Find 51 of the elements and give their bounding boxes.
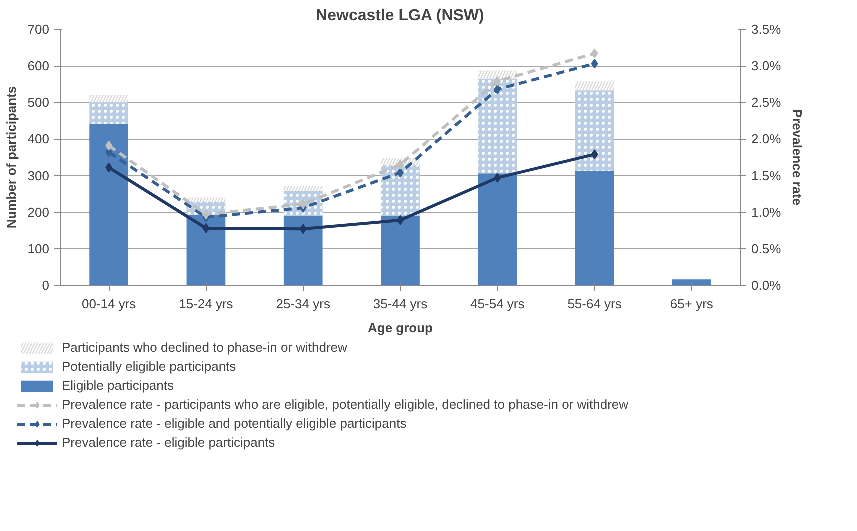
bar [186, 214, 226, 286]
y-tick-label: 700 [28, 22, 50, 37]
x-tick-label: 55-64 yrs [568, 296, 622, 312]
y-tick-label: 100 [28, 241, 50, 256]
bar [381, 216, 420, 286]
chart-title: Newcastle LGA (NSW) [316, 8, 484, 24]
legend-label: Participants who declined to phase-in or withdrew [62, 340, 348, 355]
y-axis-title: Number of participants [4, 86, 19, 229]
bar [478, 174, 518, 286]
point [591, 150, 598, 160]
point [300, 224, 307, 234]
y-tick-label: 500 [28, 95, 50, 110]
point [494, 76, 502, 86]
bar [90, 124, 128, 286]
x-axis-title: Age group [368, 320, 434, 336]
y-tick-label: 200 [28, 204, 50, 220]
point [591, 48, 598, 59]
y2-tick-label: 1.0% [752, 204, 782, 220]
y2-tick-label: 0.5% [752, 241, 782, 256]
point [494, 84, 502, 94]
x-tick-label: 65+ yrs [670, 296, 714, 312]
y-tick-label: 300 [28, 168, 50, 184]
y2-axis-title: Prevalence rate [790, 109, 806, 206]
y2-tick-label: 2.5% [752, 95, 782, 110]
y2-tick-label: 0.0% [752, 278, 782, 293]
legend-label: Eligible participants [62, 378, 174, 393]
x-tick-label: 15-24 yrs [179, 296, 234, 312]
point [106, 140, 113, 151]
x-tick-label: 25-34 yrs [276, 296, 331, 312]
y-tick-label: 600 [28, 58, 50, 74]
legend-label: Prevalence rate - participants who are eligible, potentially eligible, declined to phase-in or withdrew [62, 397, 629, 412]
bar [672, 280, 712, 286]
legend-label: Prevalence rate - eligible and potentially eligible participants [62, 416, 407, 431]
y2-tick-label: 3.5% [752, 22, 782, 37]
legend-label: Potentially eligible participants [62, 359, 236, 374]
x-tick-label: 35-44 yrs [373, 296, 428, 312]
y2-tick-label: 3.0% [752, 58, 782, 74]
point [106, 162, 113, 173]
point [591, 58, 598, 69]
y2-tick-label: 1.5% [752, 168, 782, 184]
point [494, 172, 502, 183]
bar [575, 171, 614, 286]
y-tick-label: 0 [42, 278, 50, 293]
x-tick-label: 00-14 yrs [82, 296, 137, 312]
y-tick-label: 400 [28, 132, 50, 147]
x-tick-label: 45-54 yrs [470, 296, 526, 312]
point [202, 210, 210, 220]
bar [284, 216, 323, 286]
legend-label: Prevalence rate - eligible participants [62, 435, 276, 450]
y2-tick-label: 2.0% [752, 132, 782, 147]
point [202, 223, 210, 234]
